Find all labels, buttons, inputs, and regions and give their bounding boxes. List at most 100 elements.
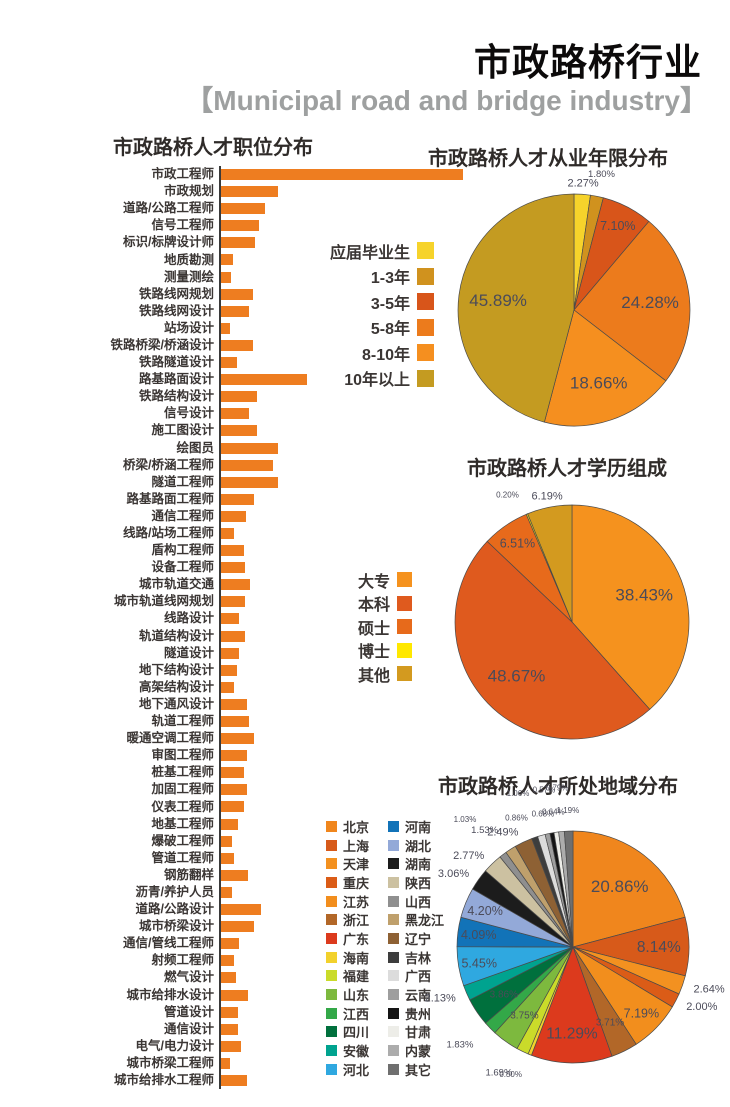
pie-percent-label-山西: 1.03% <box>454 815 477 824</box>
bar-category-label: 通信设计 <box>163 1021 214 1036</box>
bar <box>221 818 238 830</box>
legend-item-浙江: 浙江 <box>326 910 388 929</box>
legend-label: 云南 <box>405 988 432 1004</box>
bar-category-label: 隧道设计 <box>163 645 214 660</box>
legend-label: 大专 <box>357 573 390 591</box>
bar-row: 轨道结构设计 <box>8 627 468 645</box>
pie-percent-label-北京: 20.86% <box>591 877 649 896</box>
bar-category-label: 地下通风设计 <box>138 696 214 711</box>
bar <box>221 664 237 676</box>
pie-percent-label-黑龙江: 1.53% <box>471 825 498 836</box>
bar-axis <box>219 1054 468 1072</box>
bar-row: 电气/电力设计 <box>8 1037 468 1055</box>
pie-slice-8-10年 <box>543 309 667 427</box>
bar-category-label: 暖通空调工程师 <box>126 731 214 746</box>
legend-label: 贵州 <box>405 1006 432 1022</box>
positions-bar-chart: 市政工程师 市政规划 道路/公路工程师 信号工程师 标识/标牌设计师 地质勘测 测量测绘 铁路… <box>8 166 468 1090</box>
bar-category-label: 管道工程师 <box>151 850 214 865</box>
legend-item-3-5年: 3-5年 <box>371 289 434 315</box>
bar-category-label: 施工图设计 <box>151 423 214 438</box>
bar-category-label: 仪表工程师 <box>151 799 214 814</box>
bar-row: 站场设计 <box>8 319 468 337</box>
bar <box>221 562 245 574</box>
bar <box>221 442 278 454</box>
bar <box>221 527 234 539</box>
legend-label: 江西 <box>343 1006 370 1022</box>
pie-percent-label-上海: 8.14% <box>637 939 681 956</box>
pie-percent-label-重庆: 2.00% <box>686 1001 717 1013</box>
legend-item-本科: 本科 <box>358 592 412 616</box>
bar-row: 铁路线网设计 <box>8 302 468 320</box>
bar-row: 铁路线网规划 <box>8 285 468 303</box>
legend-swatch <box>397 595 412 611</box>
legend-item-硕士: 硕士 <box>358 615 412 639</box>
bar-category-label: 测量测绘 <box>163 269 214 284</box>
bar-category-label: 高架结构设计 <box>138 679 214 694</box>
legend-item-陕西: 陕西 <box>388 873 450 892</box>
bar-category-label: 桥梁/桥涵工程师 <box>123 457 214 472</box>
bar-axis <box>219 371 468 389</box>
bar <box>221 904 261 916</box>
bar-row: 铁路隧道设计 <box>8 354 468 372</box>
bar-axis <box>219 388 468 406</box>
bar-axis <box>219 200 468 218</box>
bar-axis <box>219 234 468 252</box>
legend-label: 江苏 <box>343 894 370 910</box>
pie-percent-label-河北: 5.45% <box>461 956 496 970</box>
bar-row: 隧道设计 <box>8 644 468 662</box>
bar-axis <box>219 473 468 491</box>
bar-row: 高架结构设计 <box>8 678 468 696</box>
bar-row: 路基路面工程师 <box>8 490 468 508</box>
bar-axis <box>219 593 468 611</box>
bar-axis <box>219 336 468 355</box>
legend-swatch <box>388 858 399 870</box>
bar-category-label: 铁路线网设计 <box>138 303 214 318</box>
bar-row: 加固工程师 <box>8 781 468 799</box>
bar-category-label: 加固工程师 <box>151 782 214 797</box>
legend-label: 福建 <box>343 969 370 985</box>
legend-label: 海南 <box>343 950 370 966</box>
pie-percent-label-湖北: 4.20% <box>467 904 502 918</box>
pie-percent-label-天津: 2.64% <box>694 984 725 996</box>
bar-row: 信号工程师 <box>8 217 468 235</box>
bar-row: 地下通风设计 <box>8 695 468 713</box>
pie-percent-label-安徽: 2.13% <box>425 992 456 1004</box>
bar-row: 绘图员 <box>8 439 468 457</box>
bar-axis <box>219 354 468 372</box>
bar-axis <box>219 490 468 508</box>
legend-swatch <box>326 1026 337 1038</box>
bar-category-label: 线路/站场工程师 <box>123 526 214 541</box>
bar-category-label: 城市轨道交通 <box>138 577 214 592</box>
legend-swatch <box>388 1026 399 1038</box>
legend-label: 天津 <box>343 857 370 873</box>
legend-item-辽宁: 辽宁 <box>388 929 450 948</box>
bar-row: 路基路面设计 <box>8 371 468 389</box>
bar-row: 城市桥梁工程师 <box>8 1054 468 1072</box>
bar-axis <box>219 507 468 525</box>
legend-label: 5-8年 <box>370 321 410 339</box>
bar-chart-title: 市政路桥人才职位分布 <box>113 137 313 159</box>
legend-label: 内蒙 <box>405 1044 432 1060</box>
legend-label: 北京 <box>343 819 370 835</box>
bar-axis <box>219 866 468 884</box>
legend-item-甘肃: 甘肃 <box>388 1023 450 1042</box>
legend-swatch <box>397 572 412 588</box>
pie-percent-label-8-10年: 18.66% <box>570 373 628 392</box>
bar-axis <box>219 439 468 457</box>
legend-label: 硕士 <box>357 620 390 638</box>
bar-row: 道路/公路工程师 <box>8 200 468 218</box>
bar-category-label: 站场设计 <box>163 320 214 335</box>
bar-category-label: 城市给排水工程师 <box>113 1073 214 1088</box>
legend-swatch <box>417 344 434 362</box>
bar-axis <box>219 764 468 782</box>
legend-item-河南: 河南 <box>388 817 450 836</box>
legend-item-广西: 广西 <box>388 967 450 986</box>
bar <box>221 425 257 437</box>
bar-row: 管道工程师 <box>8 849 468 867</box>
bar-category-label: 铁路桥梁/桥涵设计 <box>110 337 214 352</box>
legend-swatch <box>417 293 434 311</box>
bar <box>221 357 237 369</box>
bar-axis <box>219 456 468 474</box>
bar-row: 通信工程师 <box>8 507 468 525</box>
bar-category-label: 审图工程师 <box>151 748 214 763</box>
